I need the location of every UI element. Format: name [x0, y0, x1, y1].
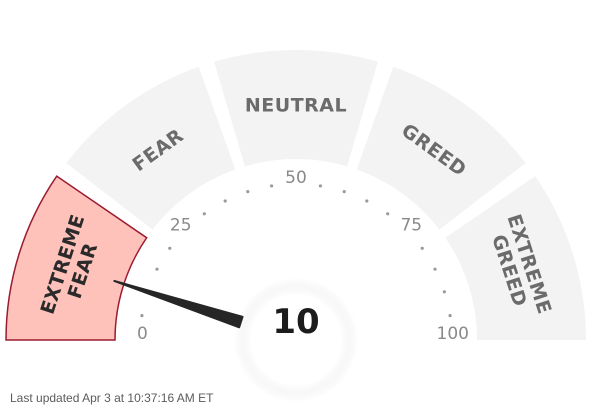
gauge-value: 10	[272, 302, 319, 342]
last-updated-text: Last updated Apr 3 at 10:37:16 AM ET	[10, 391, 214, 405]
tick-dot	[223, 199, 227, 203]
gauge-hub-circle	[234, 278, 358, 402]
tick-label-0: 0	[137, 324, 148, 344]
zone-extreme-fear	[5, 175, 148, 341]
tick-label-50: 50	[285, 168, 307, 188]
zone-label-line: NEUTRAL	[245, 95, 347, 117]
tick-label-25: 25	[170, 216, 192, 236]
gauge-needle-group	[113, 279, 244, 329]
zone-neutral	[214, 50, 378, 167]
tick-dot	[365, 199, 369, 203]
tick-dot	[270, 184, 274, 188]
tick-dot	[448, 314, 452, 318]
tick-dot	[386, 212, 390, 216]
zone-label-neutral: NEUTRAL	[245, 95, 347, 117]
tick-dot	[246, 190, 250, 194]
tick-dot	[442, 290, 446, 294]
tick-label-100: 100	[437, 324, 469, 344]
gauge-needle	[113, 279, 244, 329]
zone-extreme-greed	[445, 176, 586, 340]
tick-dot	[202, 212, 206, 216]
tick-dot	[155, 267, 159, 271]
tick-dot	[168, 246, 172, 250]
tick-dot	[433, 267, 437, 271]
tick-dot	[318, 184, 322, 188]
tick-dot	[420, 246, 424, 250]
zone-greed	[356, 66, 526, 230]
gauge-ticks: 0 25 50 75 100	[137, 168, 469, 344]
gauge-hub	[234, 278, 358, 402]
tick-label-75: 75	[400, 216, 422, 236]
zone-fear	[66, 66, 236, 230]
tick-dot	[140, 314, 144, 318]
tick-dot	[342, 190, 346, 194]
